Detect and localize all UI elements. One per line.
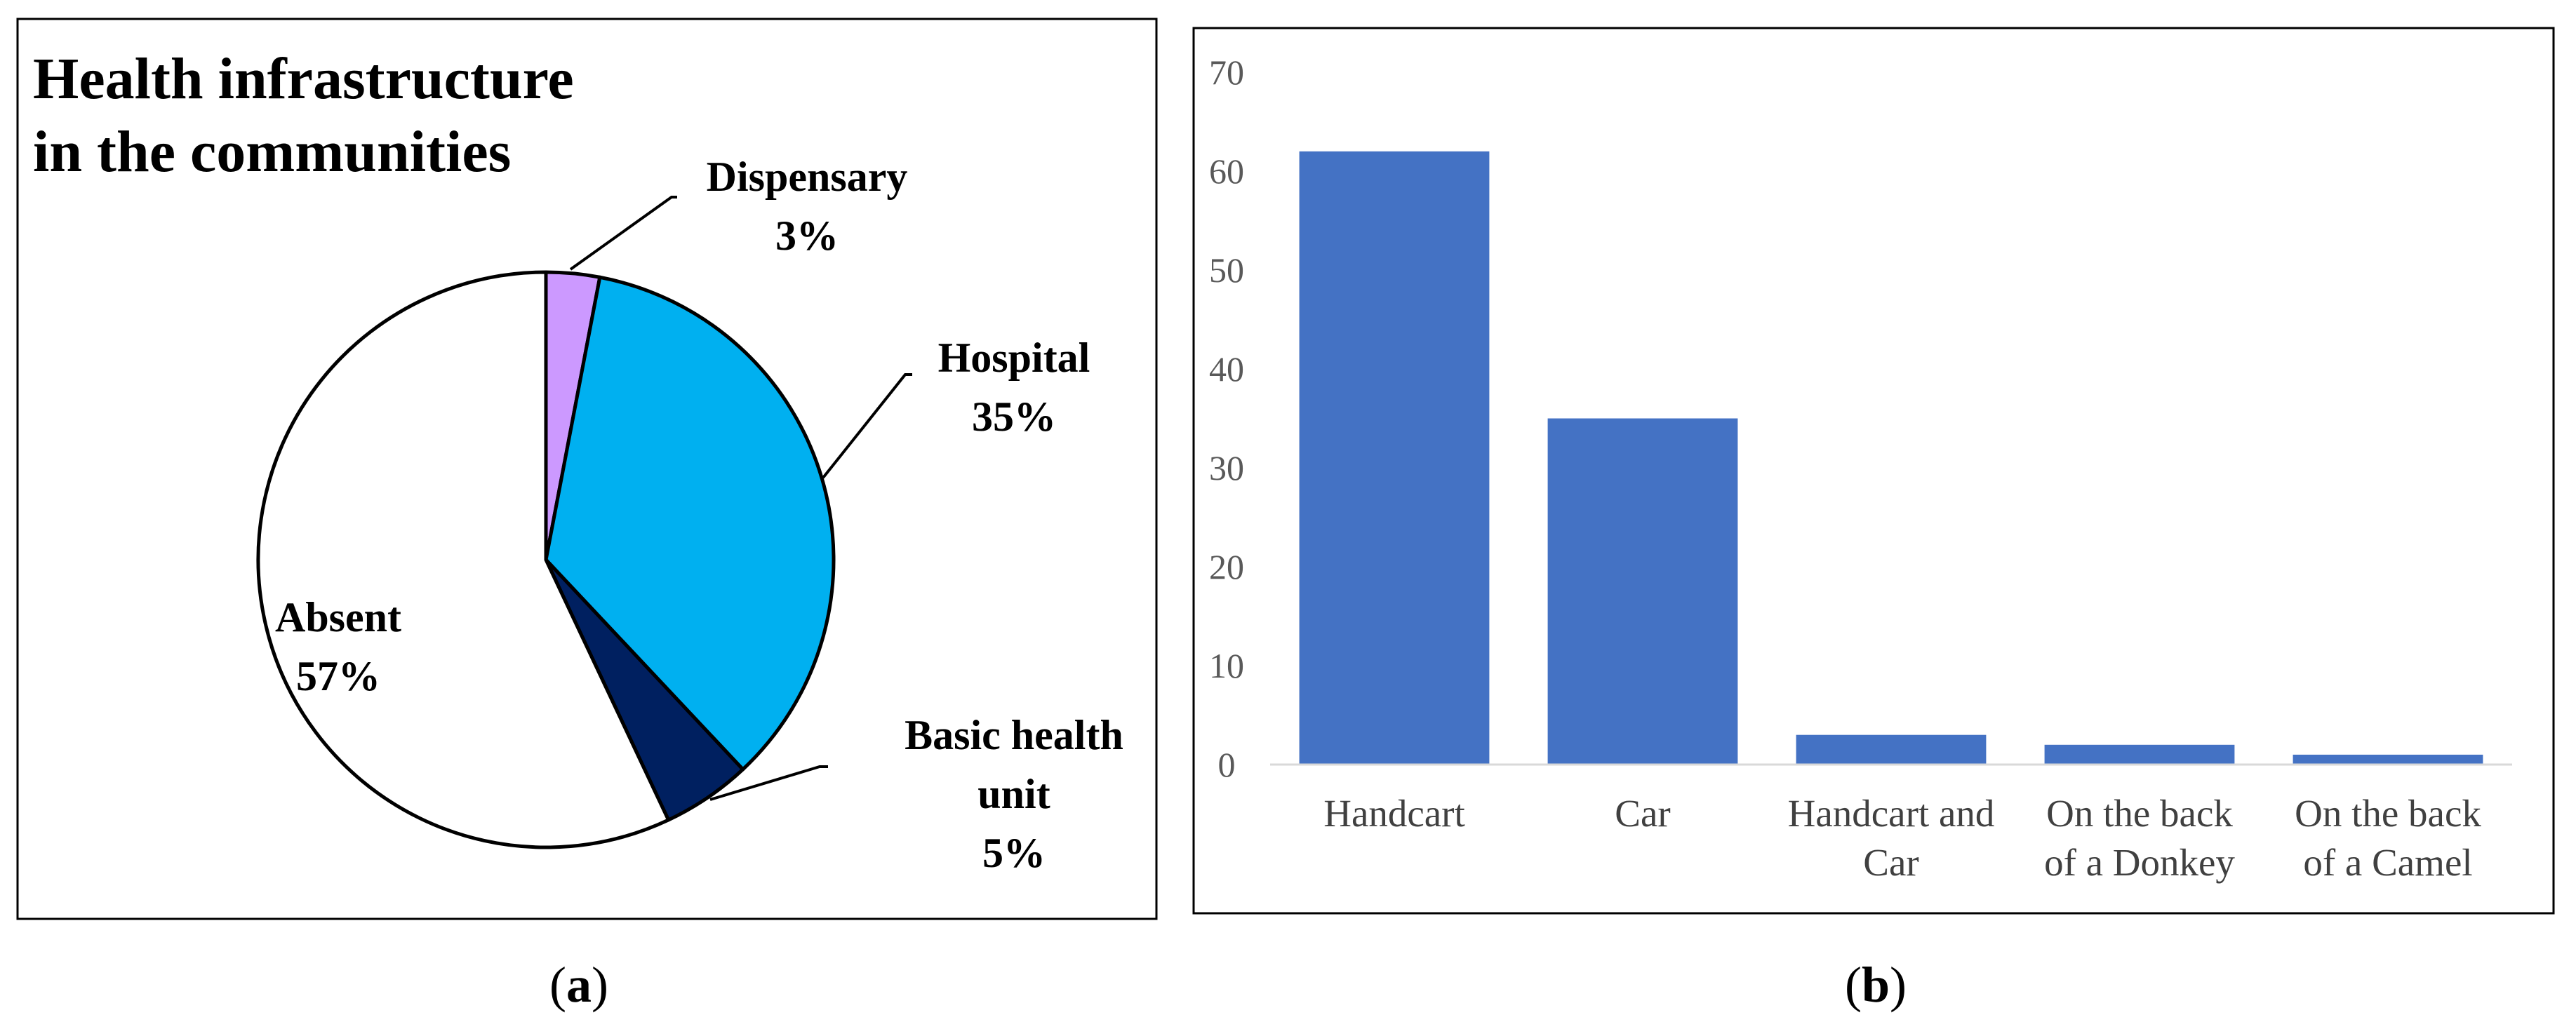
pie-leaders	[569, 196, 912, 801]
y-tick-label: 40	[1209, 349, 1244, 389]
pie-slice-hospital	[544, 275, 836, 772]
bar-category-labels: Handcart Car Handcart and Car On the back of …	[1323, 792, 2481, 884]
y-tick-label: 50	[1209, 250, 1244, 290]
category-label-line: Handcart	[1323, 792, 1465, 835]
pie-title-line-2: in the communities	[33, 119, 511, 184]
y-tick-label: 70	[1209, 53, 1244, 92]
bar-on-the-back-of-a-donkey	[2044, 744, 2235, 765]
category-label-line: Handcart and	[1788, 792, 1995, 835]
bar-y-axis-ticks: 0 10 20 30 40 50 60 70	[1209, 53, 1244, 784]
panel-a: Health infrastructure in the communities…	[16, 18, 1158, 920]
category-label-line: Car	[1615, 792, 1670, 835]
pie-label-line: Dispensary	[707, 154, 908, 200]
pie-label-hospital: Hospital 35%	[938, 335, 1090, 440]
y-tick-label: 10	[1209, 646, 1244, 685]
y-tick-label: 60	[1209, 152, 1244, 191]
pie-slices	[256, 270, 836, 849]
category-label: On the back of a Donkey	[2044, 792, 2235, 884]
category-label-line: of a Camel	[2303, 841, 2472, 884]
pie-title: Health infrastructure in the communities	[33, 46, 589, 184]
category-label-line: Car	[1863, 841, 1918, 884]
panel-b: 0 10 20 30 40 50 60 70 Handcart Car Handcart and C…	[1192, 27, 2555, 915]
category-label: On the back of a Camel	[2295, 792, 2481, 884]
pie-label-line: Absent	[275, 594, 401, 640]
bar-handcart	[1299, 151, 1490, 765]
pie-title-line-1: Health infrastructure	[33, 46, 574, 112]
category-label-line: On the back	[2295, 792, 2481, 835]
pie-label-dispensary: Dispensary 3%	[707, 154, 908, 259]
category-label: Car	[1615, 792, 1670, 835]
pie-leader-hospital	[822, 373, 912, 479]
category-label-line: of a Donkey	[2044, 841, 2235, 884]
pie-slice-absent	[256, 270, 671, 849]
pie-label-absent: Absent 57%	[275, 594, 401, 699]
panel-label-a: (a)	[549, 957, 608, 1013]
pie-label-line: Basic health	[905, 712, 1123, 758]
bar-car	[1547, 418, 1738, 765]
panel-label-b: (b)	[1845, 957, 1907, 1013]
pie-label-basic-health-unit: Basic health unit 5%	[905, 712, 1123, 876]
pie-label-line: 57%	[296, 653, 380, 699]
pie-frame	[16, 18, 1158, 920]
y-tick-label: 0	[1218, 745, 1236, 784]
bar-on-the-back-of-a-camel	[2293, 754, 2483, 765]
pie-leader-basic-health-unit	[709, 765, 828, 801]
bar-handcart-and-car	[1796, 734, 1987, 765]
bar-bars	[1299, 151, 2483, 765]
y-tick-label: 20	[1209, 547, 1244, 586]
pie-label-line: 3%	[775, 213, 839, 259]
category-label-line: On the back	[2046, 792, 2233, 835]
category-label: Handcart and Car	[1788, 792, 1995, 884]
pie-label-line: Hospital	[938, 335, 1090, 381]
pie-label-line: 5%	[982, 830, 1046, 876]
pie-leader-dispensary	[569, 196, 677, 271]
bar-frame	[1192, 27, 2555, 915]
category-label: Handcart	[1323, 792, 1465, 835]
pie-labels: Dispensary 3% Hospital 35% Basic health unit 5…	[275, 154, 1123, 876]
pie-label-line: 35%	[972, 394, 1056, 440]
pie-label-line: unit	[977, 771, 1050, 817]
y-tick-label: 30	[1209, 448, 1244, 487]
